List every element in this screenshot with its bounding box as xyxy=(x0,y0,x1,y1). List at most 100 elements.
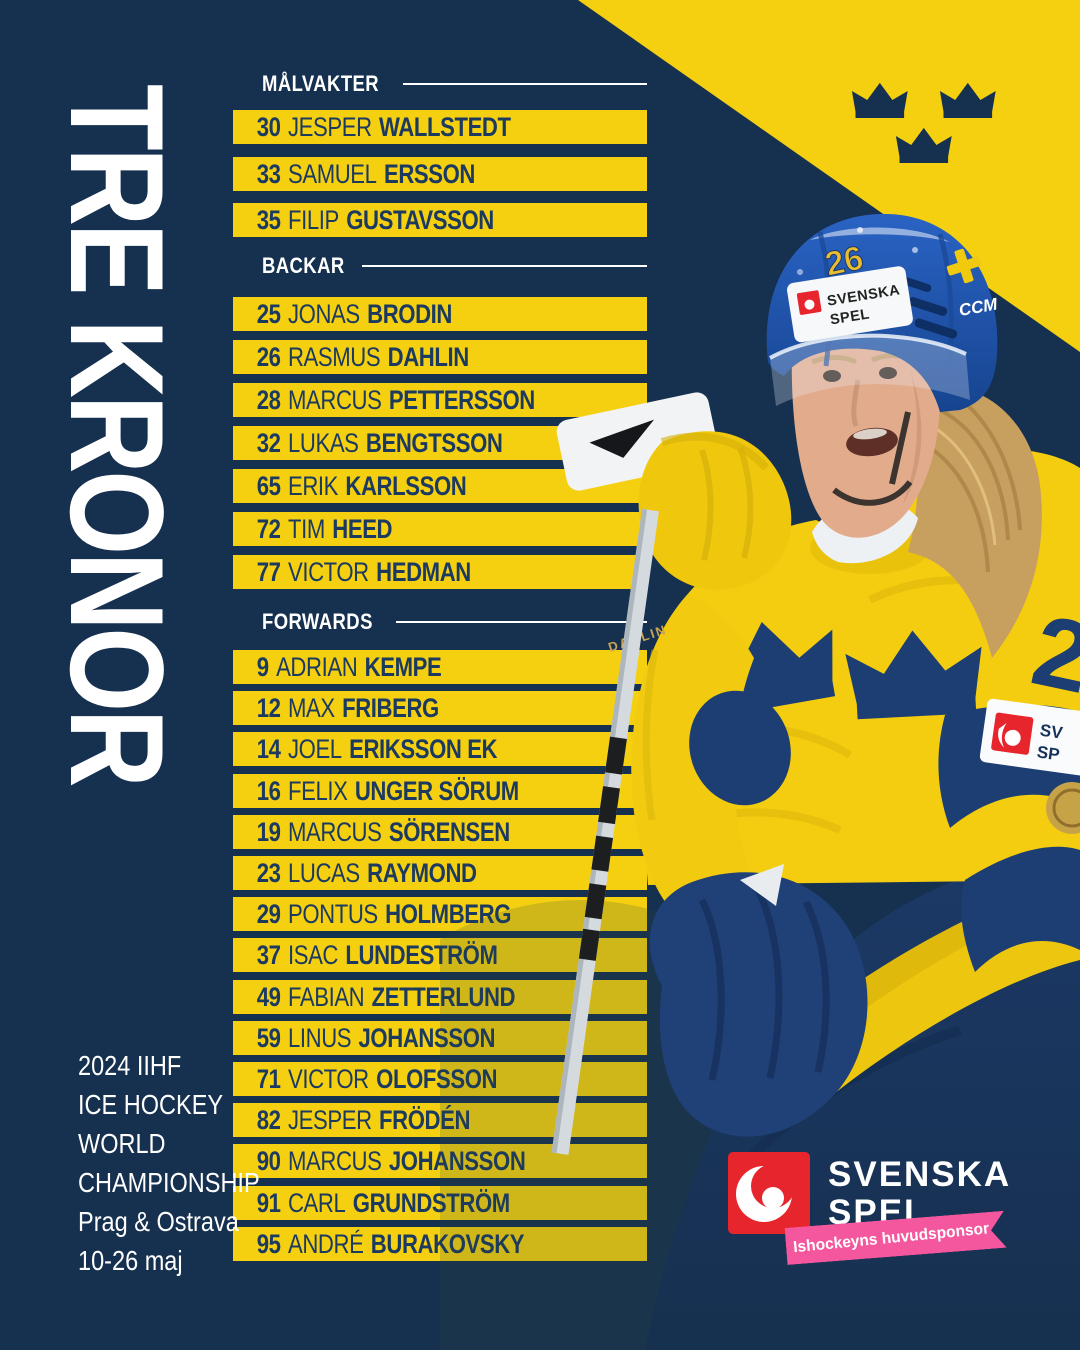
player-first-name: ADRIAN xyxy=(276,652,358,682)
sponsor-name-line1: SVENSKA xyxy=(828,1155,1012,1194)
jersey-side-stripe xyxy=(961,846,1080,972)
player-row-text: 71 VICTOR OLOFSSON xyxy=(233,1062,572,1096)
player-number: 26 xyxy=(256,342,281,372)
player-first-name: LINUS xyxy=(287,1023,352,1053)
player-row-text: 25 JONAS BRODIN xyxy=(233,297,572,331)
player-first-name: MARCUS xyxy=(287,385,382,415)
player-last-name: OLOFSSON xyxy=(376,1064,498,1094)
glove-thumb xyxy=(740,864,784,906)
player-first-name: JESPER xyxy=(287,112,372,142)
eye xyxy=(823,370,841,382)
player-row: 72 TIM HEED xyxy=(233,512,647,546)
player-row-text: 37 ISAC LUNDESTRÖM xyxy=(233,938,572,972)
player-last-name: ZETTERLUND xyxy=(371,982,516,1012)
jersey-crown-icon xyxy=(845,630,982,720)
player-number: 12 xyxy=(256,693,281,723)
player-row: 9 ADRIAN KEMPE xyxy=(233,650,647,684)
player-row: 28 MARCUS PETTERSSON xyxy=(233,383,647,417)
player-row-text: 82 JESPER FRÖDÉN xyxy=(233,1103,572,1137)
player-last-name: BRODIN xyxy=(367,299,453,329)
player-row: 16 FELIX UNGER SÖRUM xyxy=(233,774,647,808)
player-photo: 26 SV SP DAHLIN xyxy=(440,213,1080,1350)
crown-icon xyxy=(851,82,908,118)
player-row-text: 14 JOEL ERIKSSON EK xyxy=(233,732,572,766)
player-number: 49 xyxy=(256,982,281,1012)
player-row-text: 49 FABIAN ZETTERLUND xyxy=(233,980,572,1014)
section-rule xyxy=(395,621,647,623)
player-first-name: ISAC xyxy=(287,940,339,970)
player-first-name: ANDRÉ xyxy=(287,1229,364,1259)
glove-mitt xyxy=(638,431,792,590)
player-number: 29 xyxy=(256,899,281,929)
event-info-line: 10-26 maj xyxy=(78,1245,183,1276)
player-last-name: DAHLIN xyxy=(387,342,470,372)
player-last-name: ERIKSSON EK xyxy=(349,734,498,764)
player-row: 33 SAMUEL ERSSON xyxy=(233,157,647,191)
player-number: 9 xyxy=(256,652,269,682)
svenska-spel-logo-icon xyxy=(728,1152,810,1234)
player-first-name: TIM xyxy=(287,514,325,544)
player-first-name: FABIAN xyxy=(287,982,365,1012)
player-row-text: 65 ERIK KARLSSON xyxy=(233,469,572,503)
player-first-name: FELIX xyxy=(287,776,348,806)
event-info-line: 2024 IIHF xyxy=(78,1050,182,1081)
player-number: 14 xyxy=(256,734,281,764)
player-number: 82 xyxy=(256,1105,281,1135)
player-number: 32 xyxy=(256,428,281,458)
hockey-stick xyxy=(551,508,659,1155)
player-row-text: 30 JESPER WALLSTEDT xyxy=(233,110,572,144)
player-last-name: JOHANSSON xyxy=(388,1146,526,1176)
player-row-text: 91 CARL GRUNDSTRÖM xyxy=(233,1186,572,1220)
player-row: 19 MARCUS SÖRENSEN xyxy=(233,815,647,849)
player-row-text: 72 TIM HEED xyxy=(233,512,572,546)
player-number: 65 xyxy=(256,471,281,501)
player-row-text: 12 MAX FRIBERG xyxy=(233,691,572,725)
event-info-line: ICE HOCKEY xyxy=(78,1089,224,1120)
player-number: 19 xyxy=(256,817,281,847)
player-first-name: MARCUS xyxy=(287,1146,382,1176)
iihf-patch xyxy=(1046,782,1080,834)
player-row-text: 26 RASMUS DAHLIN xyxy=(233,340,572,374)
crown-icon xyxy=(895,127,952,163)
player-last-name: ERSSON xyxy=(383,159,476,189)
player-row: 30 JESPER WALLSTEDT xyxy=(233,110,647,144)
section-rule xyxy=(403,83,647,85)
player-row: 59 LINUS JOHANSSON xyxy=(233,1021,647,1055)
player-last-name: UNGER SÖRUM xyxy=(354,776,519,806)
player-first-name: PONTUS xyxy=(287,899,378,929)
player-number: 28 xyxy=(256,385,281,415)
svg-text:SPEL: SPEL xyxy=(829,306,871,328)
player-number: 35 xyxy=(256,205,281,235)
player-last-name: GRUNDSTRÖM xyxy=(352,1188,510,1218)
player-row-text: 35 FILIP GUSTAVSSON xyxy=(233,203,572,237)
player-number: 59 xyxy=(256,1023,281,1053)
player-row-text: 16 FELIX UNGER SÖRUM xyxy=(233,774,572,808)
player-last-name: BENGTSSON xyxy=(365,428,503,458)
section-title: BACKAR xyxy=(262,253,345,278)
player-number: 37 xyxy=(256,940,281,970)
player-number: 77 xyxy=(256,557,281,587)
player-number: 23 xyxy=(256,858,281,888)
player-row: 91 CARL GRUNDSTRÖM xyxy=(233,1186,647,1220)
section-header-forwards: FORWARDS xyxy=(262,609,647,634)
player-first-name: CARL xyxy=(287,1188,346,1218)
svg-text:SV: SV xyxy=(1039,721,1065,743)
player-row: 35 FILIP GUSTAVSSON xyxy=(233,203,647,237)
player-number: 33 xyxy=(256,159,281,189)
player-last-name: RAYMOND xyxy=(367,858,477,888)
player-row: 12 MAX FRIBERG xyxy=(233,691,647,725)
player-first-name: RASMUS xyxy=(287,342,381,372)
player-last-name: JOHANSSON xyxy=(358,1023,496,1053)
section-title: FORWARDS xyxy=(262,609,373,634)
player-last-name: SÖRENSEN xyxy=(388,817,510,847)
player-row-text: 90 MARCUS JOHANSSON xyxy=(233,1144,572,1178)
player-last-name: BURAKOVSKY xyxy=(370,1229,525,1259)
player-row: 90 MARCUS JOHANSSON xyxy=(233,1144,647,1178)
player-first-name: VICTOR xyxy=(287,1064,369,1094)
player-first-name: MAX xyxy=(287,693,335,723)
player-number: 90 xyxy=(256,1146,281,1176)
chin-strap xyxy=(832,411,913,506)
player-row-text: 29 PONTUS HOLMBERG xyxy=(233,897,572,931)
player-last-name: KEMPE xyxy=(364,652,442,682)
player-number: 71 xyxy=(256,1064,281,1094)
